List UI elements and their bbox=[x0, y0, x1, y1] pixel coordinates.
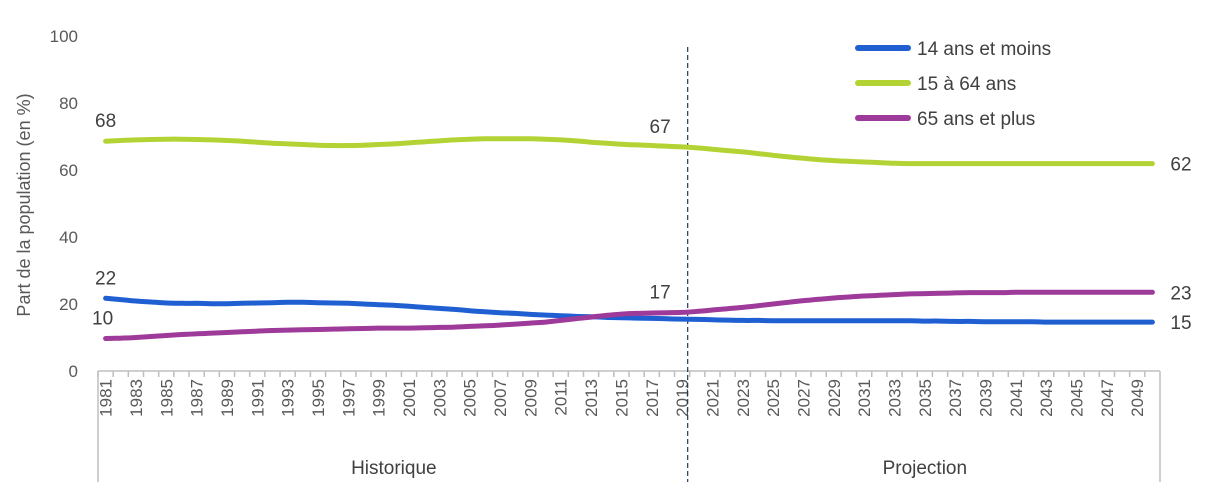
axes bbox=[97, 370, 1161, 482]
legend-label: 15 à 64 ans bbox=[917, 74, 1016, 95]
x-tick-label: 2019 bbox=[673, 379, 692, 417]
x-tick-label: 2033 bbox=[886, 379, 905, 417]
x-tick-label: 1989 bbox=[218, 379, 237, 417]
series-line-0 bbox=[103, 295, 1155, 325]
series-lines bbox=[103, 136, 1155, 341]
x-tick-label: 2007 bbox=[491, 379, 510, 417]
x-tick-label: 2005 bbox=[461, 379, 480, 417]
x-tick-label: 2029 bbox=[825, 379, 844, 417]
x-tick-label: 2041 bbox=[1007, 379, 1026, 417]
x-tick-label: 2027 bbox=[794, 379, 813, 417]
x-tick-label: 1983 bbox=[127, 379, 146, 417]
data-labels: 68 67 62 22 10 17 23 15 bbox=[92, 111, 1192, 334]
data-label: 62 bbox=[1170, 155, 1191, 176]
x-tick-label: 1993 bbox=[279, 379, 298, 417]
series-line-1 bbox=[103, 136, 1155, 167]
y-tick-label: 100 bbox=[50, 27, 78, 46]
y-tick-label: 80 bbox=[59, 94, 78, 113]
x-tick-label: 2035 bbox=[916, 379, 935, 417]
data-label: 23 bbox=[1170, 283, 1191, 304]
x-axis-ticks: 1981 1983 1985 1987 1989 1991 1993 1995 1997 1999… bbox=[97, 379, 1148, 417]
y-axis-label: Part de la population (en %) bbox=[14, 93, 34, 316]
x-tick-label: 2009 bbox=[521, 379, 540, 417]
x-axis-groups: Historique Projection bbox=[351, 458, 967, 479]
series-line-2 bbox=[103, 289, 1155, 341]
legend: 14 ans et moins 15 à 64 ans 65 ans et plus bbox=[855, 39, 1051, 130]
x-tick-label: 1999 bbox=[370, 379, 389, 417]
x-tick-label: 2015 bbox=[612, 379, 631, 417]
x-tick-label: 1997 bbox=[339, 379, 358, 417]
data-label: 17 bbox=[650, 282, 671, 303]
group-label: Projection bbox=[883, 458, 968, 479]
x-tick-label: 2047 bbox=[1098, 379, 1117, 417]
x-tick-label: 1991 bbox=[248, 379, 267, 417]
group-label: Historique bbox=[351, 458, 437, 479]
data-label: 15 bbox=[1170, 313, 1191, 334]
x-tick-label: 2043 bbox=[1037, 379, 1056, 417]
x-tick-label: 1987 bbox=[188, 379, 207, 417]
legend-label: 65 ans et plus bbox=[917, 109, 1035, 130]
data-label: 22 bbox=[95, 268, 116, 289]
y-tick-label: 40 bbox=[59, 228, 78, 247]
x-tick-label: 2017 bbox=[643, 379, 662, 417]
legend-label: 14 ans et moins bbox=[917, 39, 1051, 60]
x-tick-label: 2049 bbox=[1128, 379, 1147, 417]
data-label: 68 bbox=[95, 111, 116, 132]
x-tick-label: 2025 bbox=[764, 379, 783, 417]
y-tick-label: 0 bbox=[69, 362, 78, 381]
x-tick-label: 1995 bbox=[309, 379, 328, 417]
data-label: 67 bbox=[650, 117, 671, 138]
x-tick-label: 2037 bbox=[946, 379, 965, 417]
x-tick-label: 2003 bbox=[430, 379, 449, 417]
x-tick-label: 2011 bbox=[552, 379, 571, 416]
x-tick-label: 1981 bbox=[97, 379, 116, 417]
x-tick-label: 1985 bbox=[157, 379, 176, 417]
x-tick-label: 2045 bbox=[1068, 379, 1087, 417]
x-tick-label: 2013 bbox=[582, 379, 601, 417]
x-tick-label: 2031 bbox=[855, 379, 874, 417]
x-tick-label: 2039 bbox=[977, 379, 996, 417]
y-tick-label: 60 bbox=[59, 161, 78, 180]
x-tick-label: 2021 bbox=[703, 379, 722, 417]
x-tick-label: 2001 bbox=[400, 379, 419, 417]
y-tick-label: 20 bbox=[59, 295, 78, 314]
x-tick-label: 2023 bbox=[734, 379, 753, 417]
data-label: 10 bbox=[92, 309, 113, 330]
y-axis-ticks: 0 20 40 60 80 100 bbox=[50, 27, 78, 381]
